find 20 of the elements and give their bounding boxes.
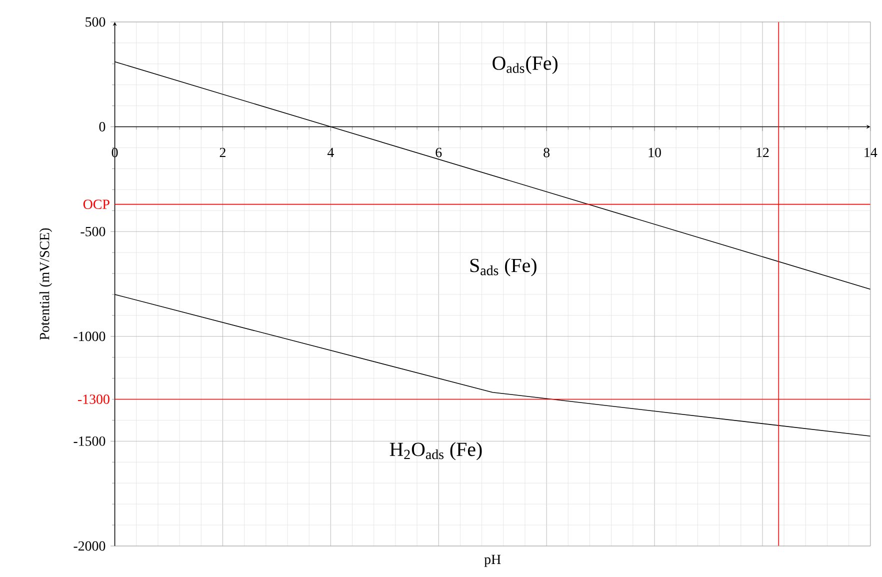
y-tick-label: 500 bbox=[86, 17, 106, 27]
annotation: H$_{2}$O$_{ads}$ (Fe) bbox=[390, 442, 482, 460]
x-tick-label: 8 bbox=[544, 148, 550, 158]
y-tick-label: -500 bbox=[80, 226, 106, 236]
annotation: O$_{ads}$(Fe) bbox=[492, 56, 558, 74]
ref-line-label: -1300 bbox=[78, 394, 110, 404]
x-tick-label: 2 bbox=[220, 148, 226, 158]
y-tick-label: -1500 bbox=[74, 436, 106, 446]
y-tick-label: 0 bbox=[99, 122, 106, 132]
y-tick-label: -2000 bbox=[74, 541, 106, 551]
x-tick-label: 10 bbox=[648, 148, 661, 158]
ref-line-label: OCP bbox=[83, 200, 110, 210]
annotation: S$_{ads}$ (Fe) bbox=[470, 258, 536, 276]
x-axis-title: pH bbox=[484, 554, 501, 567]
y-tick-label: -1000 bbox=[74, 332, 106, 342]
x-tick-label: 6 bbox=[436, 148, 442, 158]
y-axis-title: Potential (mV/SCE) bbox=[39, 228, 52, 340]
x-tick-label: 12 bbox=[756, 148, 769, 158]
x-tick-label: 14 bbox=[864, 148, 878, 158]
x-tick-label: 4 bbox=[327, 148, 334, 158]
